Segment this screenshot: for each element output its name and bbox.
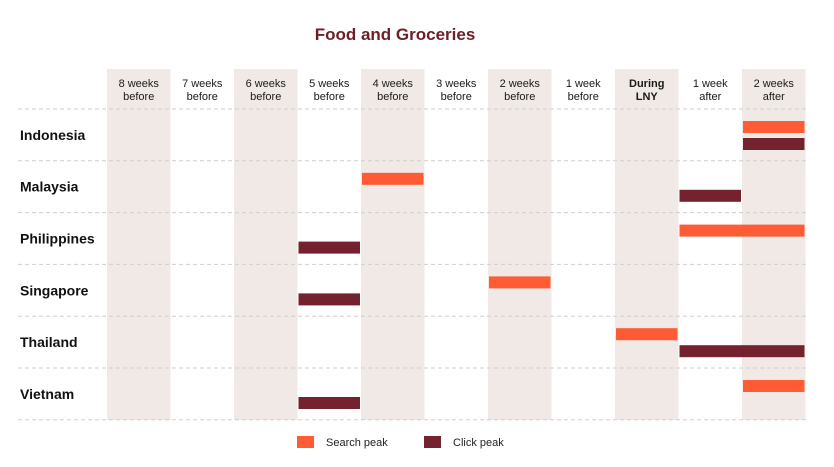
bars bbox=[298, 121, 805, 409]
column-label-line: before bbox=[250, 91, 281, 103]
search-peak-bar bbox=[679, 224, 805, 237]
column-label-line: before bbox=[441, 91, 472, 103]
row-label: Vietnam bbox=[20, 386, 74, 402]
column-label-line: 3 weeks bbox=[436, 78, 477, 90]
column-label: 4 weeks before bbox=[373, 78, 414, 103]
column-label-line: before bbox=[504, 91, 535, 103]
search-peak-bar bbox=[489, 276, 551, 289]
column-label-line: 6 weeks bbox=[246, 78, 287, 90]
legend-swatch bbox=[424, 436, 441, 448]
column-label: 5 weeks before bbox=[309, 78, 350, 103]
legend-label: Search peak bbox=[326, 437, 388, 449]
column-label-line: 2 weeks bbox=[500, 78, 541, 90]
row-label: Philippines bbox=[20, 231, 95, 247]
search-peak-bar bbox=[616, 328, 678, 341]
search-peak-bar bbox=[743, 380, 805, 392]
column-shade bbox=[234, 69, 298, 420]
chart-title: Food and Groceries bbox=[315, 25, 476, 44]
column-label-line: before bbox=[568, 91, 599, 103]
column-label: 7 weeks before bbox=[182, 78, 223, 103]
column-label: 6 weeks before bbox=[246, 78, 287, 103]
column-label-line: 8 weeks bbox=[119, 78, 160, 90]
column-label-line: 1 week bbox=[693, 78, 728, 90]
column-label-line: 7 weeks bbox=[182, 78, 223, 90]
column-label-line: before bbox=[314, 91, 345, 103]
column-label-line: before bbox=[187, 91, 218, 103]
legend: Search peak Click peak bbox=[297, 436, 504, 449]
legend-label: Click peak bbox=[453, 437, 504, 449]
column-label-line: before bbox=[123, 91, 154, 103]
gridlines bbox=[18, 108, 806, 421]
search-peak-bar bbox=[743, 121, 805, 133]
column-shading bbox=[107, 69, 806, 420]
click-peak-bar bbox=[298, 241, 360, 254]
search-peak-bar bbox=[362, 172, 424, 185]
column-label-line: 2 weeks bbox=[754, 78, 795, 90]
column-label-line: 5 weeks bbox=[309, 78, 350, 90]
column-label-line: before bbox=[377, 91, 408, 103]
column-label: 2 weeks before bbox=[500, 78, 541, 103]
column-label: 1 week before bbox=[566, 78, 601, 103]
column-shade bbox=[107, 69, 171, 420]
column-shade bbox=[615, 69, 679, 420]
column-label: 1 week after bbox=[693, 78, 728, 103]
column-label-line: LNY bbox=[636, 91, 659, 103]
click-peak-bar bbox=[679, 189, 741, 202]
column-label: 8 weeks before bbox=[119, 78, 160, 103]
click-peak-bar bbox=[298, 397, 360, 409]
column-label-line: after bbox=[763, 91, 785, 103]
column-label-line: 4 weeks bbox=[373, 78, 414, 90]
column-label-line: 1 week bbox=[566, 78, 601, 90]
row-labels: Indonesia Malaysia Philippines Singapore Tha… bbox=[20, 127, 95, 402]
column-shade bbox=[488, 69, 552, 420]
row-label: Indonesia bbox=[20, 127, 86, 143]
legend-swatch bbox=[297, 436, 314, 448]
column-label: 2 weeks after bbox=[754, 78, 795, 103]
row-label: Malaysia bbox=[20, 179, 79, 195]
column-label-line: after bbox=[699, 91, 721, 103]
column-shade bbox=[361, 69, 425, 420]
click-peak-bar bbox=[743, 138, 805, 150]
column-label: 3 weeks before bbox=[436, 78, 477, 103]
row-label: Singapore bbox=[20, 282, 89, 298]
click-peak-bar bbox=[298, 293, 360, 306]
column-label-line: During bbox=[629, 78, 664, 90]
click-peak-bar bbox=[679, 345, 805, 358]
column-label: During LNY bbox=[629, 78, 664, 103]
row-label: Thailand bbox=[20, 334, 78, 350]
